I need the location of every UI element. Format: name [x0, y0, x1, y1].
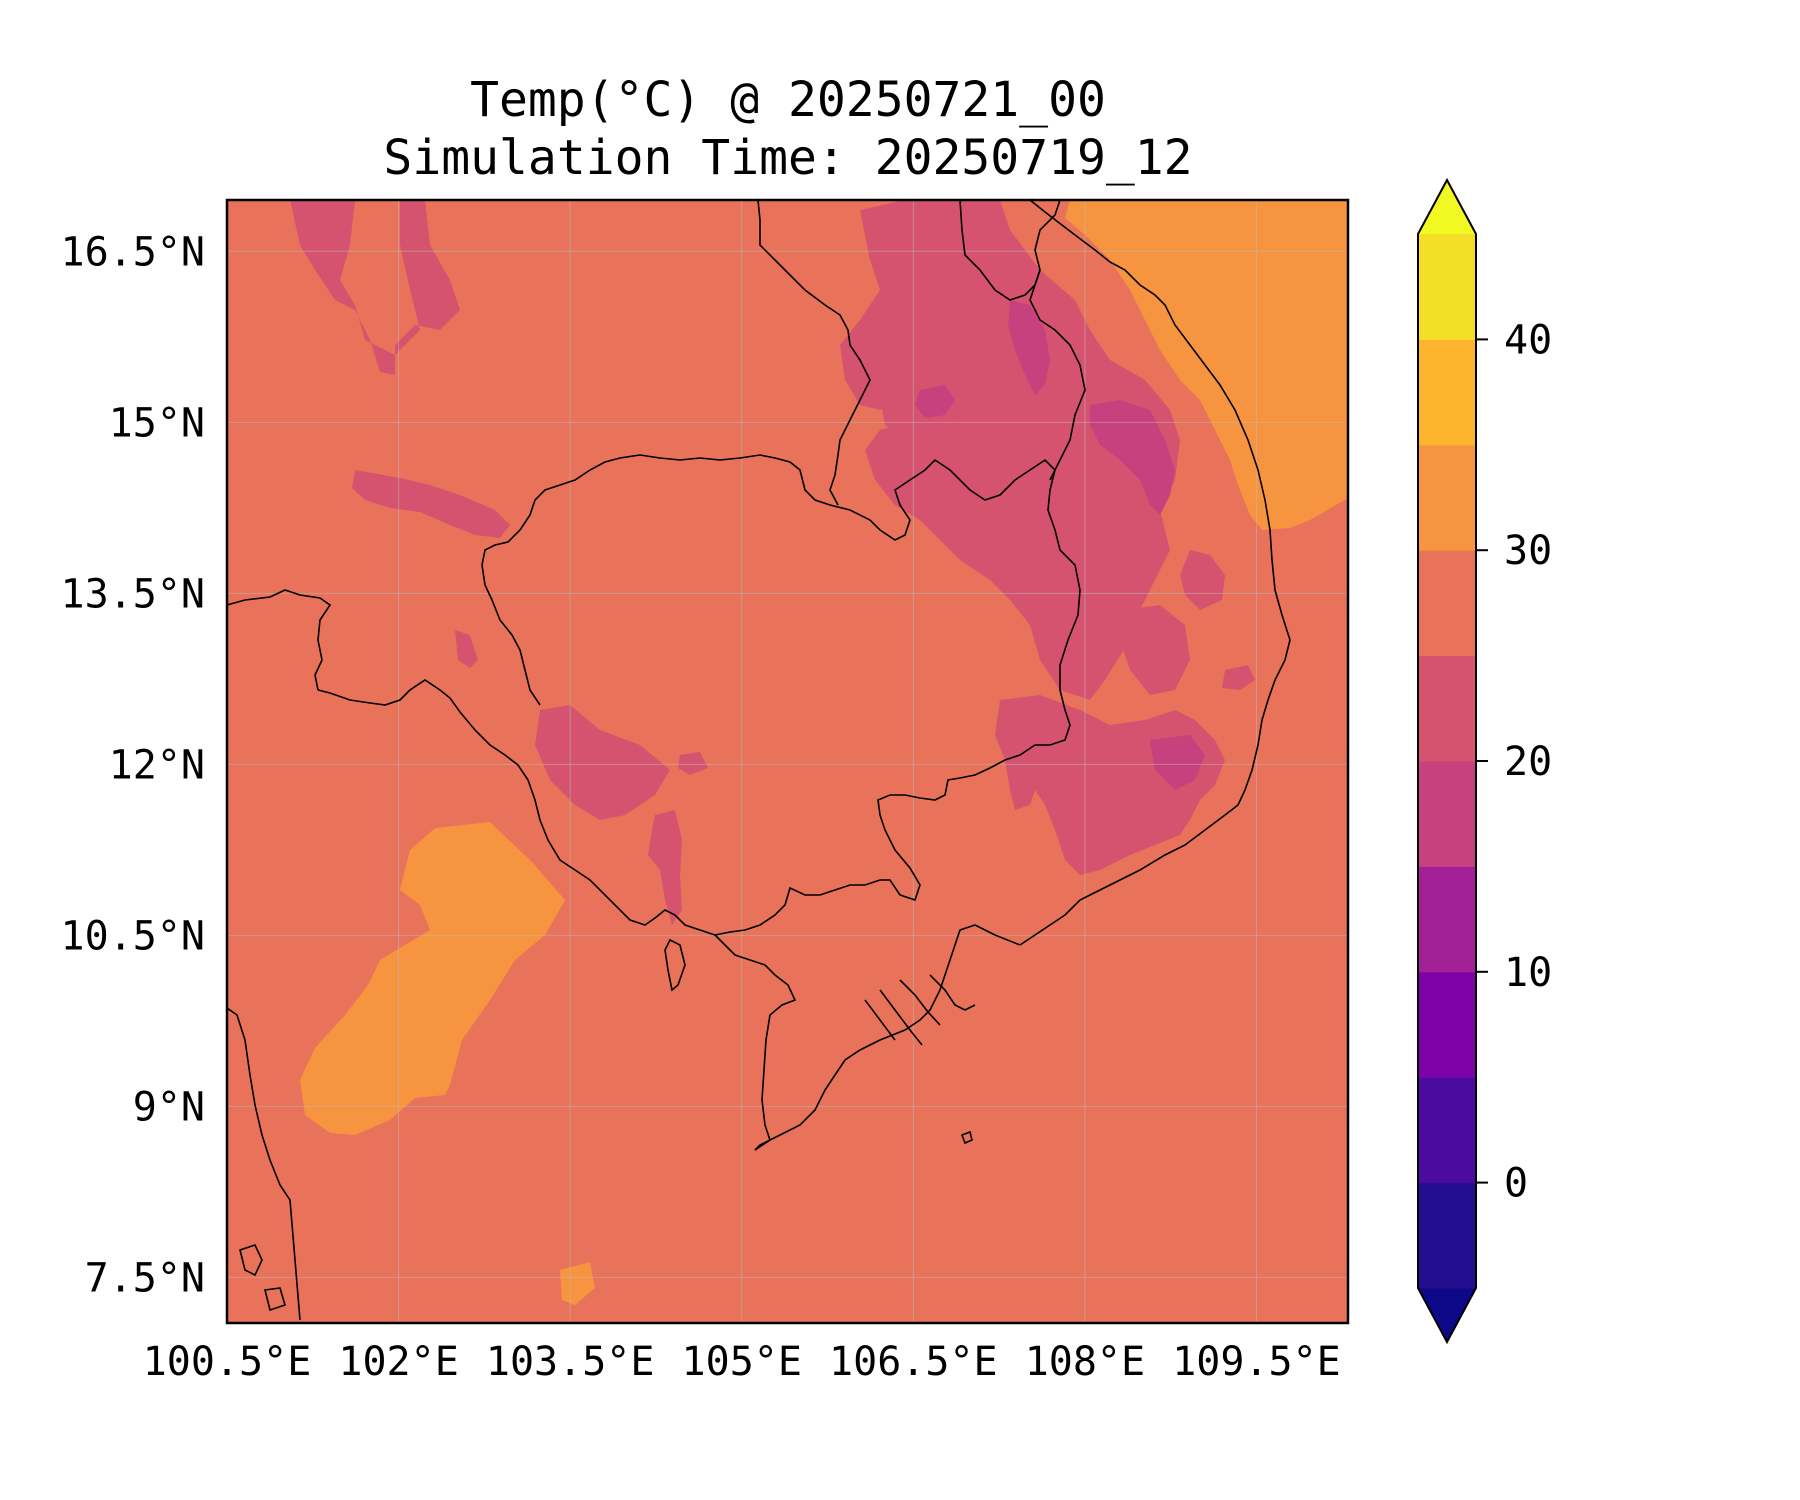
colorbar-tick-label: 20	[1504, 739, 1552, 785]
lat-tick-label: 15°N	[109, 400, 205, 446]
thailand-west-border	[227, 589, 332, 691]
vietnam-east-coastline	[1019, 200, 1291, 946]
map-panel[interactable]	[227, 200, 1348, 1323]
lat-tick-label: 12°N	[109, 742, 205, 788]
lon-tick-label: 108°E	[1025, 1339, 1145, 1385]
phu-quoc-island	[664, 938, 686, 992]
cool-highlands-dak-lak	[1180, 550, 1225, 610]
cool-highlands-south-lobe	[1120, 605, 1190, 695]
cool-highlands-gulf-coast	[678, 752, 708, 775]
colorbar-segment	[1418, 866, 1476, 973]
colorbar-tick-label: 10	[1504, 950, 1552, 996]
lon-tick-label: 103.5°E	[486, 1339, 655, 1385]
lon-tick-label: 105°E	[682, 1339, 802, 1385]
lon-tick-label: 102°E	[338, 1339, 458, 1385]
cool-highlands-west-spot	[455, 630, 478, 668]
con-son-island	[960, 1130, 973, 1145]
peninsula-coastline	[227, 1007, 301, 1321]
cold-core-region	[1090, 400, 1175, 515]
mekong-channel-2	[899, 979, 941, 1026]
cool-highlands-north-region	[290, 200, 460, 375]
colorbar-segment	[1418, 1077, 1476, 1184]
colorbar-segment	[1418, 234, 1476, 340]
laos-vietnam-border	[959, 200, 1061, 301]
peninsula-islands	[239, 1244, 286, 1312]
cool-highlands-central-region	[840, 200, 1180, 700]
lon-tick-label: 109.5°E	[1172, 1339, 1341, 1385]
thailand-laos-border	[757, 200, 871, 506]
cold-core-laos-spot	[915, 385, 955, 418]
warm-sea-south-region	[300, 822, 565, 1135]
temperature-regions	[290, 200, 1348, 1305]
latitude-tick-labels: 16.5°N 15°N 13.5°N 12°N 10.5°N 9°N 7.5°N	[61, 229, 206, 1301]
ca-mau-west-coastline	[714, 934, 797, 1151]
colorbar-tick-label: 30	[1504, 528, 1552, 574]
colorbar-segment	[1418, 339, 1476, 446]
lat-tick-label: 9°N	[133, 1084, 205, 1130]
cool-highlands-coast-spot	[1222, 665, 1255, 690]
map-frame	[225, 198, 1350, 1325]
gulf-coastline	[317, 679, 716, 936]
colorbar-segment	[1418, 444, 1476, 551]
colorbar-segment	[1418, 655, 1476, 762]
figure-title-line2: Simulation Time: 20250719_12	[383, 130, 1192, 186]
cold-core-south-spot	[1150, 735, 1205, 790]
mekong-channel-3	[879, 989, 923, 1046]
lat-tick-label: 13.5°N	[61, 571, 206, 617]
colorbar-tick-label: 0	[1504, 1161, 1528, 1207]
longitude-tick-labels: 100.5°E 102°E 103.5°E 105°E 106.5°E 108°E 109.…	[143, 1339, 1341, 1385]
cool-highlands-cambodia-north	[950, 460, 1040, 565]
laos-vietnam-border-south	[1029, 269, 1086, 481]
colorbar-segment	[1418, 1182, 1476, 1289]
colorbar-outline	[1417, 177, 1477, 1345]
map-gridlines	[227, 200, 1348, 1323]
lon-tick-label: 100.5°E	[143, 1339, 312, 1385]
colorbar-segment	[1418, 971, 1476, 1078]
lon-tick-label: 106.5°E	[829, 1339, 998, 1385]
colorbar-over-triangle	[1418, 180, 1476, 234]
cambodia-border	[481, 454, 1081, 936]
colorbar: 0 10 20 30 40	[1417, 177, 1552, 1345]
cold-core-north-strip	[1008, 300, 1050, 395]
colorbar-segment	[1418, 761, 1476, 867]
cool-highlands-thailand-band	[352, 470, 510, 538]
cool-highlands-kampuchea-strip	[648, 810, 682, 925]
colorbar-segment	[1418, 550, 1476, 657]
lat-tick-label: 7.5°N	[85, 1255, 205, 1301]
mekong-channel-4	[864, 999, 896, 1041]
colorbar-under-triangle	[1418, 1288, 1476, 1342]
lat-tick-label: 10.5°N	[61, 913, 206, 959]
mekong-delta-coastline	[754, 924, 1021, 1151]
mekong-channel-1	[929, 974, 976, 1011]
warm-sea-south-islet	[560, 1262, 595, 1305]
colorbar-tick-label: 40	[1504, 317, 1552, 363]
cool-highlands-kampuchea-west	[535, 705, 670, 820]
warm-sea-east-region	[1065, 200, 1348, 530]
lat-tick-label: 16.5°N	[61, 229, 206, 275]
figure-title-line1: Temp(°C) @ 20250721_00	[470, 72, 1106, 128]
coastlines-and-borders	[227, 200, 1291, 1321]
